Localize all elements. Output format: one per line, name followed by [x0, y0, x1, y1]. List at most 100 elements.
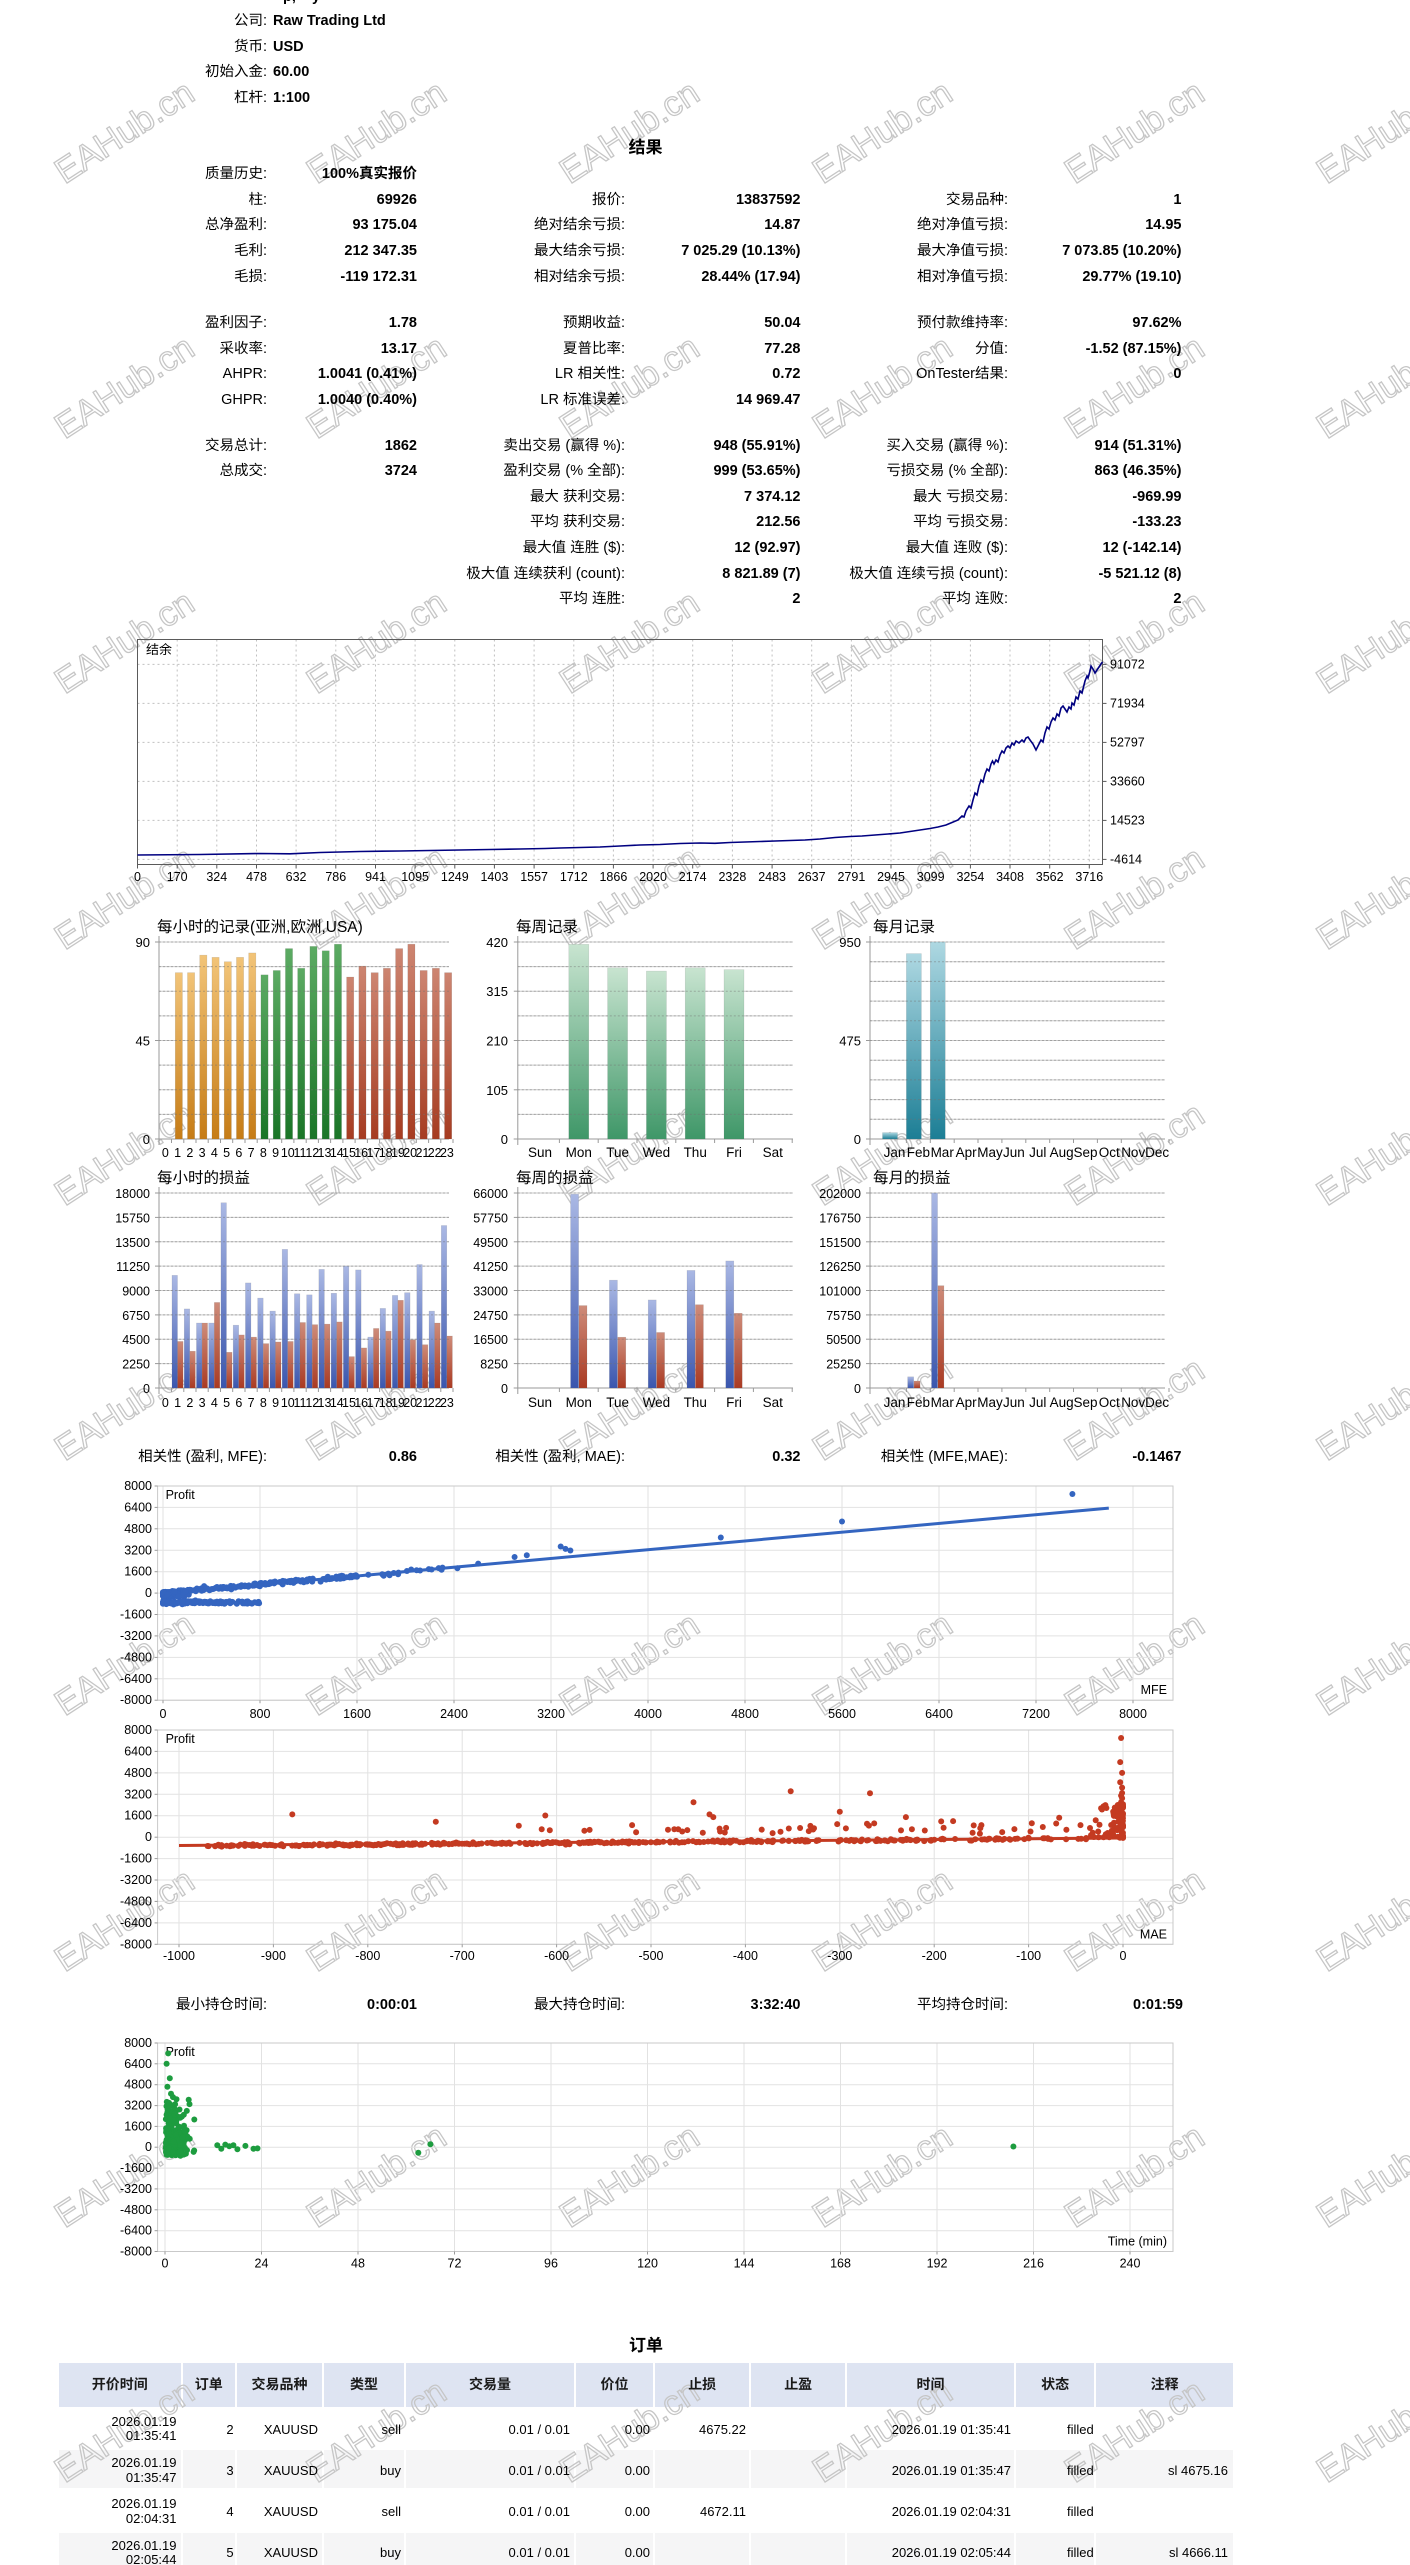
svg-text:2791: 2791: [837, 866, 865, 885]
svg-text:-300: -300: [827, 1945, 852, 1964]
svg-text:-500: -500: [638, 1945, 663, 1964]
svg-text:5: 5: [223, 1392, 230, 1411]
svg-text:21: 21: [415, 1392, 429, 1411]
svg-text:72: 72: [448, 2253, 462, 2272]
svg-text:Mon: Mon: [566, 1391, 592, 1411]
svg-text:Wed: Wed: [643, 1391, 671, 1411]
svg-text:4800: 4800: [124, 1762, 152, 1781]
svg-text:192: 192: [927, 2253, 948, 2272]
svg-text:-8000: -8000: [120, 1933, 152, 1952]
svg-text:1600: 1600: [124, 1805, 152, 1824]
svg-text:478: 478: [246, 866, 267, 885]
svg-text:17: 17: [367, 1142, 381, 1161]
svg-text:9: 9: [272, 1392, 279, 1411]
svg-text:786: 786: [325, 866, 346, 885]
svg-text:0: 0: [501, 1378, 508, 1397]
svg-text:Jun: Jun: [1003, 1391, 1025, 1411]
svg-text:-400: -400: [733, 1945, 758, 1964]
svg-text:6400: 6400: [124, 1496, 152, 1515]
svg-text:6750: 6750: [122, 1305, 150, 1324]
svg-text:11: 11: [294, 1142, 307, 1161]
svg-text:MAE: MAE: [1140, 1923, 1167, 1942]
svg-text:3200: 3200: [124, 1539, 152, 1558]
svg-text:210: 210: [486, 1031, 508, 1050]
svg-text:6: 6: [235, 1142, 242, 1161]
svg-text:12: 12: [305, 1142, 319, 1161]
svg-text:结余: 结余: [146, 639, 172, 658]
svg-text:3200: 3200: [124, 1783, 152, 1802]
svg-text:-8000: -8000: [120, 2241, 152, 2260]
svg-text:Oct: Oct: [1099, 1391, 1120, 1411]
svg-text:45: 45: [136, 1031, 150, 1050]
svg-text:-900: -900: [261, 1945, 286, 1964]
svg-text:19: 19: [391, 1392, 405, 1411]
svg-text:475: 475: [839, 1031, 861, 1050]
svg-text:May: May: [977, 1391, 1003, 1411]
svg-text:1600: 1600: [124, 2115, 152, 2134]
svg-text:25250: 25250: [826, 1354, 861, 1373]
svg-text:-700: -700: [450, 1945, 475, 1964]
svg-text:-3200: -3200: [120, 1625, 152, 1644]
svg-text:91072: 91072: [1110, 653, 1145, 672]
svg-text:11250: 11250: [116, 1256, 150, 1275]
svg-text:950: 950: [839, 932, 861, 951]
svg-text:0: 0: [162, 1392, 169, 1411]
svg-text:1095: 1095: [401, 866, 429, 885]
svg-text:105: 105: [486, 1080, 508, 1099]
svg-text:18: 18: [379, 1142, 393, 1161]
svg-text:Fri: Fri: [726, 1391, 742, 1411]
svg-text:90: 90: [136, 932, 150, 951]
svg-text:52797: 52797: [1110, 731, 1145, 750]
svg-text:0: 0: [143, 1129, 150, 1148]
svg-text:66000: 66000: [473, 1183, 508, 1202]
svg-text:41250: 41250: [473, 1256, 508, 1275]
svg-text:Tue: Tue: [606, 1141, 629, 1161]
svg-text:Profit: Profit: [166, 1728, 196, 1747]
svg-text:Sep: Sep: [1073, 1141, 1097, 1161]
svg-text:0: 0: [854, 1129, 861, 1148]
svg-text:126250: 126250: [819, 1256, 861, 1275]
svg-text:3408: 3408: [996, 866, 1024, 885]
svg-text:6400: 6400: [124, 1740, 152, 1759]
svg-text:24750: 24750: [473, 1305, 508, 1324]
svg-text:49500: 49500: [473, 1232, 508, 1251]
svg-text:2020: 2020: [639, 866, 667, 885]
svg-text:Profit: Profit: [166, 1484, 196, 1503]
svg-text:20: 20: [403, 1392, 417, 1411]
svg-text:Sep: Sep: [1073, 1391, 1097, 1411]
svg-text:Aug: Aug: [1050, 1141, 1074, 1161]
svg-text:Sun: Sun: [528, 1141, 552, 1161]
svg-text:Aug: Aug: [1050, 1391, 1074, 1411]
svg-text:14: 14: [330, 1142, 344, 1161]
svg-text:420: 420: [486, 932, 508, 951]
svg-text:1712: 1712: [560, 866, 588, 885]
svg-text:3562: 3562: [1036, 866, 1064, 885]
svg-text:5600: 5600: [828, 1703, 856, 1722]
svg-text:18: 18: [379, 1392, 393, 1411]
svg-text:Mar: Mar: [931, 1141, 955, 1161]
svg-text:7200: 7200: [1022, 1703, 1050, 1722]
svg-text:0: 0: [1120, 1945, 1127, 1964]
svg-text:800: 800: [250, 1703, 271, 1722]
svg-text:16: 16: [354, 1142, 368, 1161]
svg-text:8: 8: [260, 1142, 267, 1161]
svg-text:48: 48: [351, 2253, 365, 2272]
svg-text:0: 0: [143, 1378, 150, 1397]
svg-text:0: 0: [162, 1142, 169, 1161]
svg-text:24: 24: [255, 2253, 269, 2272]
svg-text:120: 120: [637, 2253, 658, 2272]
svg-text:Jan: Jan: [884, 1391, 906, 1411]
svg-text:2637: 2637: [798, 866, 826, 885]
svg-text:1557: 1557: [520, 866, 548, 885]
svg-text:15: 15: [342, 1142, 356, 1161]
svg-text:168: 168: [830, 2253, 851, 2272]
svg-text:6400: 6400: [124, 2053, 152, 2072]
svg-text:0: 0: [134, 866, 141, 885]
svg-text:9: 9: [272, 1142, 279, 1161]
svg-text:2: 2: [186, 1392, 193, 1411]
svg-text:8000: 8000: [124, 2034, 152, 2051]
svg-text:3: 3: [199, 1392, 206, 1411]
svg-text:8000: 8000: [124, 1475, 152, 1494]
svg-text:May: May: [977, 1141, 1003, 1161]
svg-text:Thu: Thu: [684, 1141, 707, 1161]
